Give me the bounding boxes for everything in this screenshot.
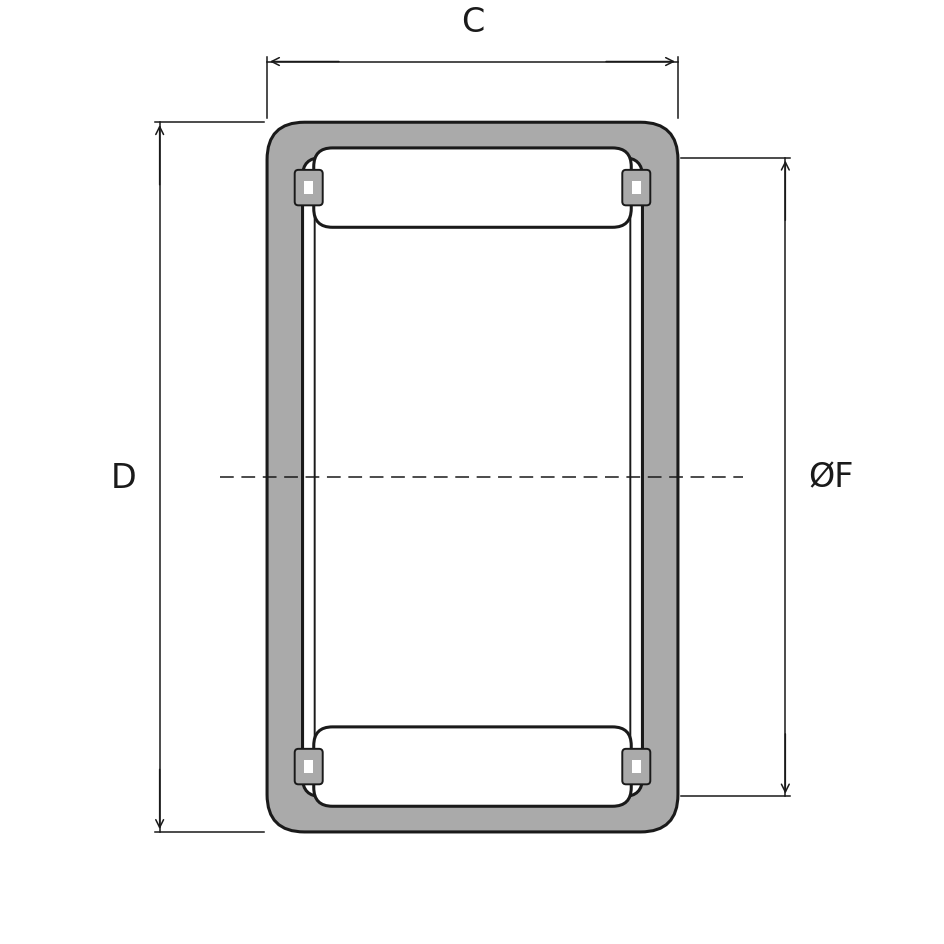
Text: ØF: ØF (808, 461, 853, 494)
FancyBboxPatch shape (313, 727, 631, 806)
FancyBboxPatch shape (302, 159, 642, 797)
FancyBboxPatch shape (304, 182, 313, 194)
FancyBboxPatch shape (622, 171, 649, 206)
FancyBboxPatch shape (313, 149, 631, 228)
Text: C: C (461, 7, 483, 39)
FancyBboxPatch shape (622, 749, 649, 784)
FancyBboxPatch shape (295, 171, 322, 206)
FancyBboxPatch shape (314, 171, 630, 784)
FancyBboxPatch shape (295, 749, 322, 784)
Text: D: D (110, 461, 136, 494)
FancyBboxPatch shape (631, 182, 640, 194)
FancyBboxPatch shape (631, 760, 640, 773)
FancyBboxPatch shape (267, 123, 677, 832)
FancyBboxPatch shape (304, 760, 313, 773)
